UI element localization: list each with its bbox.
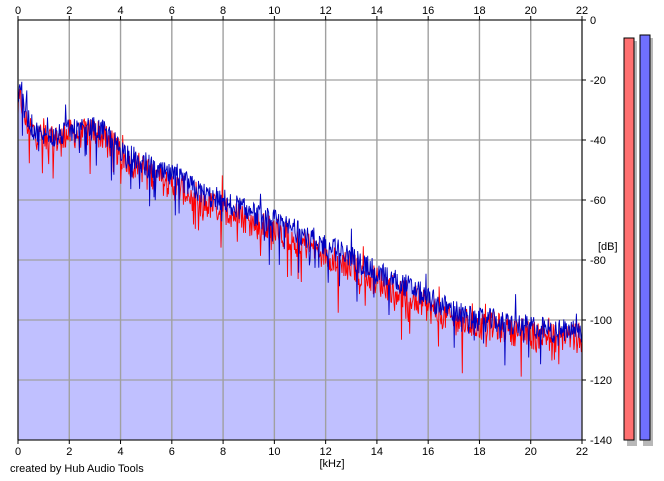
x-tick-label-bottom: 4 [117,446,123,458]
x-tick-label-bottom: 6 [169,446,175,458]
x-axis-label: [kHz] [319,458,344,470]
x-tick-label-top: 2 [66,5,72,17]
x-tick-label-bottom: 10 [268,446,280,458]
y-tick-label: 0 [590,15,596,27]
x-tick-label-bottom: 18 [473,446,485,458]
tick-label-layer: 002244668810101212141416161818202022220-… [15,5,612,458]
spectrum-fill-layer [18,81,582,441]
y-tick-label: -120 [590,375,612,387]
x-tick-label-top: 10 [268,5,280,17]
x-tick-label-top: 22 [576,5,588,17]
x-tick-label-bottom: 22 [576,446,588,458]
level-meter-bar [623,37,635,441]
level-meter-layer [623,34,653,446]
x-tick-label-top: 20 [525,5,537,17]
x-tick-label-top: 16 [422,5,434,17]
x-tick-label-bottom: 14 [371,446,383,458]
x-tick-label-top: 18 [473,5,485,17]
y-tick-label: -60 [590,195,606,207]
spectrum-fill-area [18,81,582,441]
credit-text: created by Hub Audio Tools [10,463,144,475]
y-tick-label: -40 [590,135,606,147]
y-tick-label: -140 [590,435,612,447]
y-tick-label: -100 [590,315,612,327]
series-layer [17,81,583,377]
spectrum-line-1 [17,88,583,377]
y-tick-label: -20 [590,75,606,87]
x-tick-label-bottom: 12 [320,446,332,458]
x-tick-label-bottom: 2 [66,446,72,458]
axes-layer [17,16,586,444]
x-tick-label-bottom: 0 [15,446,21,458]
x-tick-label-top: 8 [220,5,226,17]
y-axis-label: [dB] [598,241,618,253]
x-tick-label-top: 6 [169,5,175,17]
x-tick-label-top: 12 [320,5,332,17]
x-tick-label-top: 4 [117,5,123,17]
x-tick-label-bottom: 16 [422,446,434,458]
level-meter-bar [639,34,651,441]
x-tick-label-bottom: 20 [525,446,537,458]
x-tick-label-top: 0 [15,5,21,17]
x-tick-label-top: 14 [371,5,383,17]
x-tick-label-bottom: 8 [220,446,226,458]
spectrum-line-2 [17,81,583,366]
y-tick-label: -80 [590,255,606,267]
